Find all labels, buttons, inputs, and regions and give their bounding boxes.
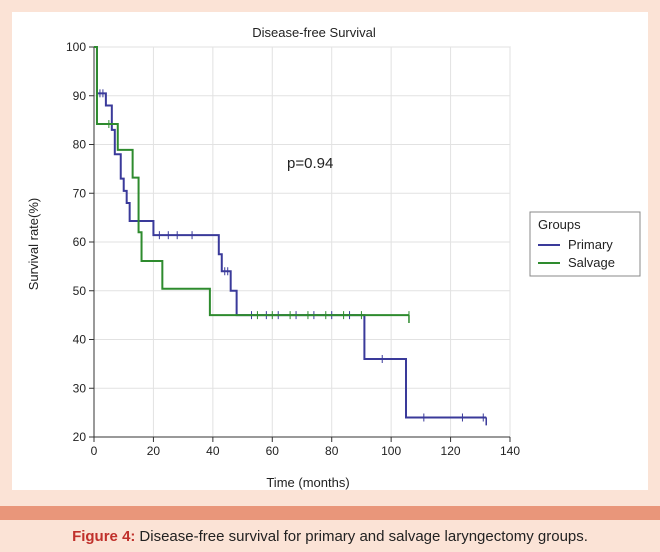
y-tick-label: 70 [73, 186, 87, 200]
y-tick-label: 30 [73, 381, 87, 395]
x-tick-label: 0 [91, 444, 98, 458]
survival-chart: Disease-free Survival 0 20 40 60 80 100 120 140… [26, 25, 641, 490]
axes: 0 20 40 60 80 100 120 140 20 30 40 50 60 70 80 90 100 [66, 40, 520, 458]
x-tick-label: 20 [147, 444, 161, 458]
survival-curve-salvage [94, 46, 409, 317]
caption-divider-band [0, 506, 660, 520]
caption-text: Disease-free survival for primary and sa… [139, 527, 588, 545]
y-tick-label: 80 [73, 138, 87, 152]
legend-label-salvage: Salvage [568, 255, 615, 270]
x-tick-label: 80 [325, 444, 339, 458]
y-tick-label: 100 [66, 40, 86, 54]
series-layer [94, 46, 487, 426]
survival-curve-primary [94, 46, 487, 419]
x-tick-label: 140 [500, 444, 520, 458]
x-tick-label: 120 [441, 444, 461, 458]
caption-label: Figure 4: [72, 527, 136, 545]
legend-title: Groups [538, 217, 581, 232]
y-tick-label: 40 [73, 333, 87, 347]
series-salvage [94, 46, 410, 323]
p-value-annotation: p=0.94 [287, 155, 333, 172]
y-axis-label: Survival rate(%) [26, 198, 41, 290]
figure-caption: Figure 4: Disease-free survival for prim… [0, 520, 660, 552]
legend-box [529, 211, 641, 277]
x-tick-label: 40 [206, 444, 220, 458]
x-tick-label: 60 [266, 444, 280, 458]
x-axis-label: Time (months) [266, 475, 349, 490]
figure-panel: Disease-free Survival 0 20 40 60 80 100 120 140… [12, 12, 648, 490]
y-tick-label: 20 [73, 430, 87, 444]
x-tick-label: 100 [381, 444, 401, 458]
chart-title: Disease-free Survival [252, 25, 376, 40]
y-tick-label: 50 [73, 284, 87, 298]
y-tick-label: 90 [73, 89, 87, 103]
y-tick-label: 60 [73, 235, 87, 249]
legend: Groups Primary Salvage [529, 211, 641, 277]
legend-label-primary: Primary [568, 237, 613, 252]
